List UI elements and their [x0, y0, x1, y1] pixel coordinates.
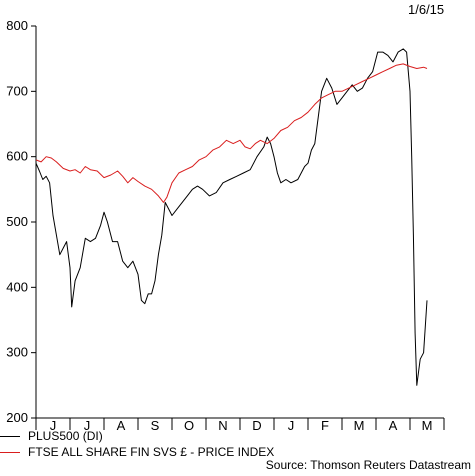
chart-axes: 200 300 400 500 600 700 800 J J A S O N D J F M A M — [6, 18, 445, 433]
chart-source: Source: Thomson Reuters Datastream — [265, 458, 471, 472]
y-tick-label: 500 — [6, 214, 28, 229]
x-tick-label: D — [252, 418, 261, 433]
x-tick-label: M — [354, 418, 365, 433]
y-tick-label: 700 — [6, 83, 28, 98]
legend-swatch-ftse — [0, 452, 20, 453]
x-tick-label: J — [84, 418, 91, 433]
x-tick-label: A — [117, 418, 126, 433]
x-tick-label: N — [218, 418, 227, 433]
y-tick-label: 200 — [6, 410, 28, 425]
y-tick-label: 400 — [6, 279, 28, 294]
series-line-plus500 — [35, 48, 428, 386]
x-tick-label: J — [288, 418, 295, 433]
legend-swatch-plus500 — [0, 436, 20, 437]
y-tick-label: 800 — [6, 18, 28, 33]
x-tick-label: O — [184, 418, 194, 433]
series-line-ftse — [35, 63, 428, 203]
legend-label-plus500: PLUS500 (DI) — [28, 429, 103, 443]
x-tick-label: J — [50, 418, 57, 433]
legend-label-ftse: FTSE ALL SHARE FIN SVS £ - PRICE INDEX — [28, 445, 275, 459]
x-tick-label: A — [389, 418, 398, 433]
chart-date: 1/6/15 — [408, 2, 445, 17]
x-tick-label: M — [422, 418, 433, 433]
y-tick-label: 600 — [6, 149, 28, 164]
y-tick-label: 300 — [6, 345, 28, 360]
chart-series — [35, 48, 428, 386]
x-tick-label: F — [321, 418, 329, 433]
x-tick-label: S — [151, 418, 160, 433]
